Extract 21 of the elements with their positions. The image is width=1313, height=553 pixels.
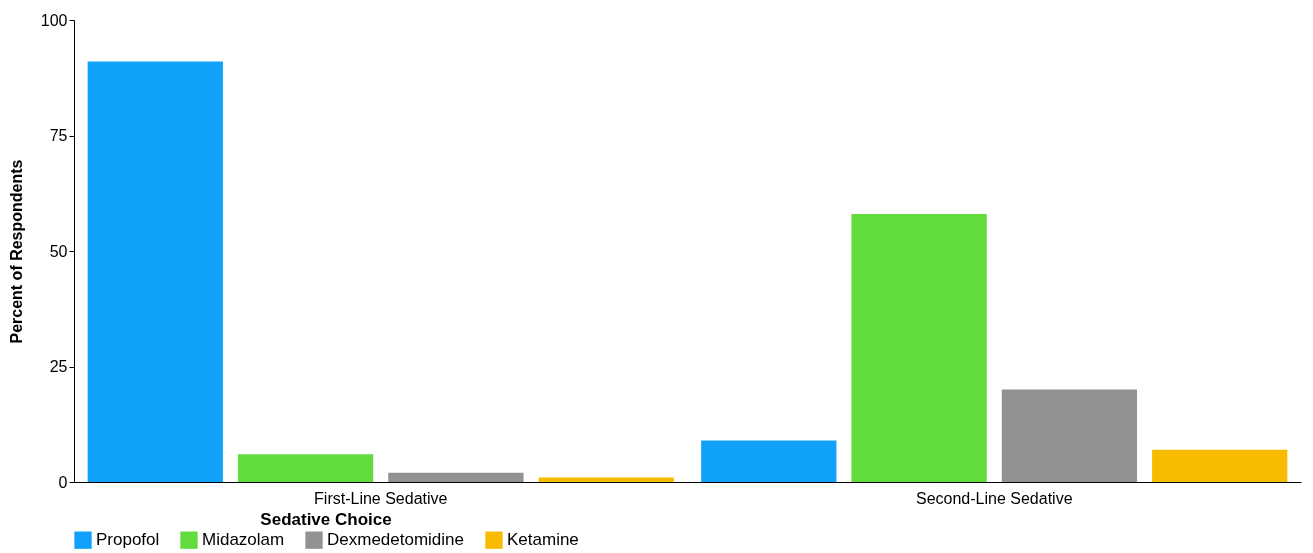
bar (237, 454, 374, 482)
legend-label: Propofol (96, 530, 160, 550)
bar (701, 440, 837, 482)
y-tick-label: 75 (49, 127, 68, 144)
legend-label: Ketamine (507, 530, 579, 550)
legend-title: Sedative Choice (260, 510, 392, 529)
y-tick-label: 100 (40, 11, 68, 29)
x-tick-label: Second-Line Sedative (915, 489, 1073, 507)
bar (1001, 389, 1138, 482)
y-tick-label: 0 (58, 473, 68, 491)
y-tick-label: 50 (49, 242, 68, 260)
legend-label: Midazolam (202, 530, 285, 550)
bar (388, 472, 524, 482)
y-tick-label: 25 (49, 358, 68, 375)
legend-label: Dexmedetomidine (327, 530, 465, 550)
bar (851, 214, 987, 482)
bar (87, 61, 223, 482)
bar (1152, 449, 1288, 482)
bar (538, 477, 674, 482)
y-axis-title: Percent of Respondents (7, 159, 25, 344)
x-tick-label: First-Line Sedative (314, 489, 448, 507)
